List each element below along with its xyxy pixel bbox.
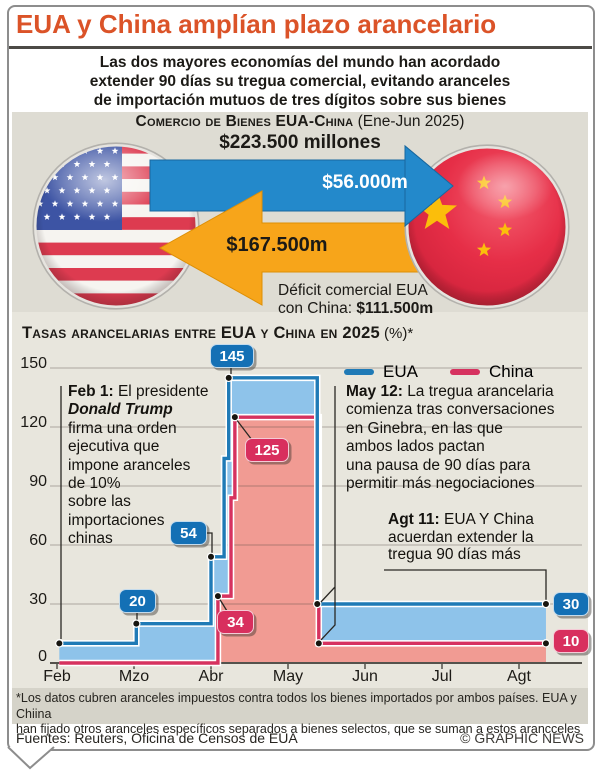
- badge-eua-20: 20: [119, 589, 156, 613]
- export-arrow-head: [404, 144, 454, 228]
- chart-legend: EUA China: [344, 362, 533, 382]
- annotation-agt11: Agt 11: EUA Y China acuerdan extender la…: [388, 511, 534, 564]
- deficit-value: $111.500m: [356, 299, 434, 317]
- y-tick: 150: [20, 355, 47, 372]
- annotation-may12: May 12: La tregua arancelaria comienza t…: [346, 383, 555, 493]
- y-tick: 0: [38, 648, 47, 665]
- legend-swatch-eua: [344, 369, 374, 375]
- x-tick: Agt: [506, 668, 531, 685]
- y-tick: 120: [20, 414, 47, 431]
- callout-connectors: [60, 368, 547, 642]
- y-tick: 90: [29, 473, 47, 490]
- badge-china-34: 34: [217, 610, 254, 634]
- trade-heading: Comercio de Bienes EUA-China: [135, 113, 354, 130]
- source-row: Fuentes: Reuters, Oficina de Censos de E…: [16, 730, 584, 746]
- subtitle-line: Las dos mayores economías del mundo han …: [99, 54, 501, 71]
- x-tick: May: [272, 668, 304, 685]
- credit-text: © GRAPHIC NEWS: [460, 730, 584, 746]
- legend-label-eua: EUA: [383, 362, 418, 381]
- badge-china-10: 10: [553, 629, 589, 653]
- subtitle: Las dos mayores economías del mundo han …: [0, 53, 600, 110]
- trade-deficit-note: Déficit comercial EUA con China: $111.50…: [278, 282, 468, 317]
- footnote-background: [12, 688, 588, 724]
- import-value-label: $167.500m: [226, 234, 328, 256]
- subtitle-line: de importación mutuos de tres dígitos so…: [93, 92, 507, 109]
- subtitle-line: extender 90 días su tregua comercial, ev…: [89, 73, 511, 90]
- page-title: EUA y China amplían plazo arancelario: [16, 9, 497, 39]
- footnote: *Los datos cubren aranceles impuestos co…: [16, 691, 582, 738]
- deficit-line: con China: $111.500m: [278, 299, 434, 317]
- trade-total-value: $223.500 millones: [219, 132, 381, 153]
- y-tick: 60: [29, 532, 47, 549]
- trade-section-title: Comercio de Bienes EUA-China (Ene-Jun 20…: [12, 113, 588, 131]
- speech-bubble-tail: [7, 746, 55, 770]
- annotation-feb1: Feb 1: El presidente Donald Trump firma …: [68, 383, 209, 548]
- title-rule: [8, 46, 592, 49]
- y-tick: 30: [29, 591, 47, 608]
- trade-period: (Ene-Jun 2025): [353, 113, 465, 130]
- x-tick: Mzo: [118, 668, 150, 685]
- badge-china-125: 125: [245, 438, 289, 462]
- footnote-line: han fijado otros aranceles específicos s…: [16, 722, 581, 736]
- event-markers: [55, 373, 551, 648]
- badge-eua-54: 54: [170, 521, 207, 545]
- badge-eua-145: 145: [210, 344, 254, 368]
- x-tick: Jul: [431, 668, 453, 685]
- x-tick: Abr: [198, 668, 224, 685]
- footnote-line: *Los datos cubren aranceles impuestos co…: [16, 691, 577, 721]
- chart-title: Tasas arancelarias entre EUA y China en …: [22, 324, 414, 342]
- x-tick: Jun: [352, 668, 378, 685]
- export-value-label: $56.000m: [322, 172, 408, 193]
- source-text: Fuentes: Reuters, Oficina de Censos de E…: [16, 730, 298, 746]
- x-tick: Feb: [43, 668, 71, 685]
- legend-label-china: China: [488, 362, 534, 381]
- badge-eua-30: 30: [553, 592, 589, 616]
- legend-swatch-china: [449, 369, 480, 375]
- deficit-line: Déficit comercial EUA: [278, 282, 428, 299]
